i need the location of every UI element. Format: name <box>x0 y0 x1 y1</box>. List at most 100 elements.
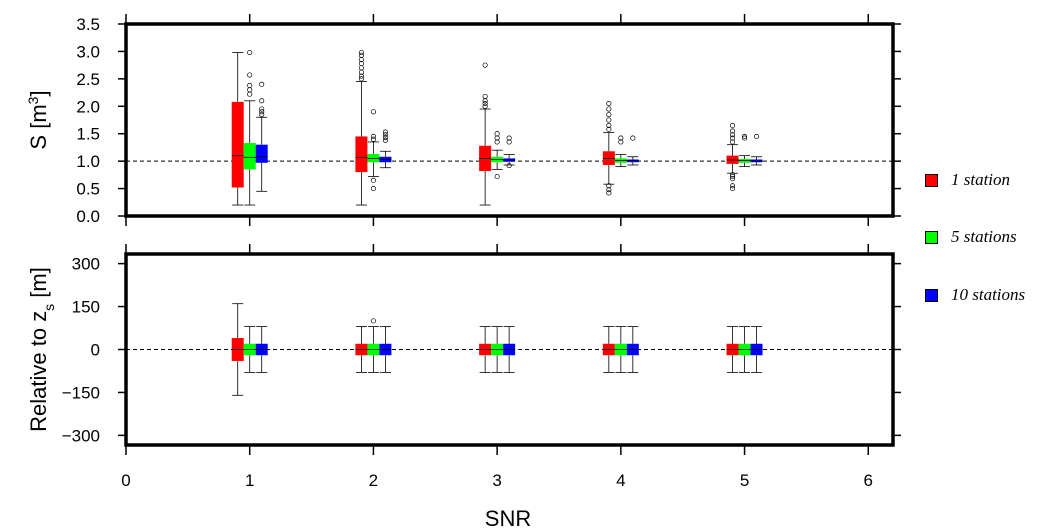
x-tick-label: 1 <box>245 471 254 490</box>
outlier-point <box>382 129 388 135</box>
outlier-point <box>482 98 488 104</box>
outlier-point <box>482 62 488 68</box>
outlier-point <box>506 139 512 145</box>
legend-item-10-stations: 10 stations <box>925 285 1025 305</box>
x-axis-label: SNR <box>485 506 531 531</box>
y-tick-label: −300 <box>62 426 100 445</box>
outlier-point <box>506 135 512 141</box>
box-depth-snr1-s1 <box>243 326 256 373</box>
box-volume-snr5-s1 <box>738 133 751 168</box>
legend-swatch-red <box>925 173 938 187</box>
box-volume-snr4-s0 <box>602 100 615 196</box>
y-tick-label: 0 <box>91 341 100 360</box>
y-tick-label: 1.5 <box>76 125 100 144</box>
box-depth-snr5-s0 <box>726 326 739 373</box>
outlier-point <box>729 139 736 145</box>
outlier-point <box>741 133 748 140</box>
outlier-point <box>358 65 364 71</box>
box-volume-snr5-s2 <box>750 133 763 166</box>
outlier-point <box>358 49 364 56</box>
outlier-point <box>382 137 388 143</box>
box-volume-snr1-s2 <box>255 81 268 192</box>
outlier-point <box>630 135 636 141</box>
outlier-point <box>370 133 376 140</box>
outlier-point <box>358 60 364 67</box>
y-tick-label: 3.5 <box>76 15 100 34</box>
outlier-point <box>729 172 736 178</box>
box-volume-snr4-s2 <box>626 135 639 166</box>
depth-panel: −300 −150 0 150 300 Relative to zs [m] <box>26 244 901 455</box>
x-axis: 0 1 2 3 4 5 6 <box>121 471 873 490</box>
x-tick-label: 6 <box>864 471 873 490</box>
outlier-point <box>370 136 376 142</box>
box-depth-snr3-s1 <box>491 326 504 373</box>
outlier-point <box>358 73 364 79</box>
outlier-point <box>482 100 488 107</box>
box-volume-snr5-s0 <box>726 122 739 192</box>
box-volume-snr4-s1 <box>614 135 627 168</box>
box-depth-snr5-s1 <box>738 326 751 373</box>
outlier-point <box>606 100 612 107</box>
outlier-point <box>370 177 376 183</box>
outlier-point <box>259 98 265 104</box>
y-tick-label: 1.0 <box>76 152 100 171</box>
outlier-point <box>370 109 376 115</box>
outlier-point <box>729 176 736 182</box>
box-volume-snr1-s1 <box>243 49 256 206</box>
outlier-point <box>729 183 736 189</box>
box-depth-snr2-s1 <box>367 318 380 373</box>
outlier-point <box>606 122 612 129</box>
outlier-point <box>729 122 736 129</box>
outlier-point <box>494 131 500 137</box>
box-depth-snr5-s2 <box>750 326 763 373</box>
box-volume-snr1-s0 <box>231 52 244 206</box>
panel-frame <box>124 22 895 218</box>
box-volume-snr3-s1 <box>491 131 504 180</box>
outlier-point <box>482 93 488 99</box>
outlier-point <box>618 139 624 145</box>
outlier-point <box>247 82 253 88</box>
outlier-point <box>370 186 376 192</box>
outlier-point <box>247 87 253 93</box>
outlier-point <box>259 106 265 112</box>
outlier-point <box>729 135 736 141</box>
outlier-point <box>494 139 500 145</box>
x-tick-label: 5 <box>740 471 749 490</box>
box-depth-snr3-s2 <box>503 326 516 373</box>
box-volume-snr2-s1 <box>367 109 380 192</box>
outlier-point <box>370 318 376 324</box>
legend-swatch-blue <box>925 288 938 302</box>
outlier-point <box>729 132 736 138</box>
box-volume-snr2-s0 <box>355 49 368 206</box>
box-iqr <box>355 136 368 173</box>
outlier-point <box>753 133 760 140</box>
box-iqr <box>255 144 268 163</box>
outlier-point <box>606 187 612 193</box>
outlier-point <box>247 49 253 56</box>
outlier-point <box>247 91 253 97</box>
volume-panel: 0.0 0.5 1.0 1.5 2.0 2.5 3.0 3.5 S [m3] <box>25 14 901 226</box>
box-depth-snr1-s0 <box>231 303 244 396</box>
y-axis-label: Relative to zs [m] <box>26 267 57 432</box>
y-tick-label: 0.5 <box>76 180 100 199</box>
outlier-point <box>259 109 265 115</box>
outlier-point <box>382 135 388 141</box>
outlier-point <box>358 52 364 58</box>
outlier-point <box>259 81 265 87</box>
outlier-point <box>618 135 624 141</box>
legend-swatch-green <box>925 230 938 244</box>
y-tick-label: 0.0 <box>76 207 100 226</box>
legend-item-1-station: 1 station <box>925 170 1010 190</box>
outlier-point <box>729 186 736 192</box>
outlier-point <box>729 128 736 134</box>
legend-item-5-stations: 5 stations <box>925 227 1017 247</box>
legend-label: 10 stations <box>951 285 1026 304</box>
box-depth-snr3-s0 <box>479 326 492 373</box>
box-depth-snr1-s2 <box>255 326 268 373</box>
box-iqr <box>231 101 244 188</box>
box-depth-snr4-s0 <box>602 326 615 373</box>
outlier-point <box>729 173 736 180</box>
y-tick-label: 2.5 <box>76 70 100 89</box>
outlier-point <box>358 76 364 82</box>
